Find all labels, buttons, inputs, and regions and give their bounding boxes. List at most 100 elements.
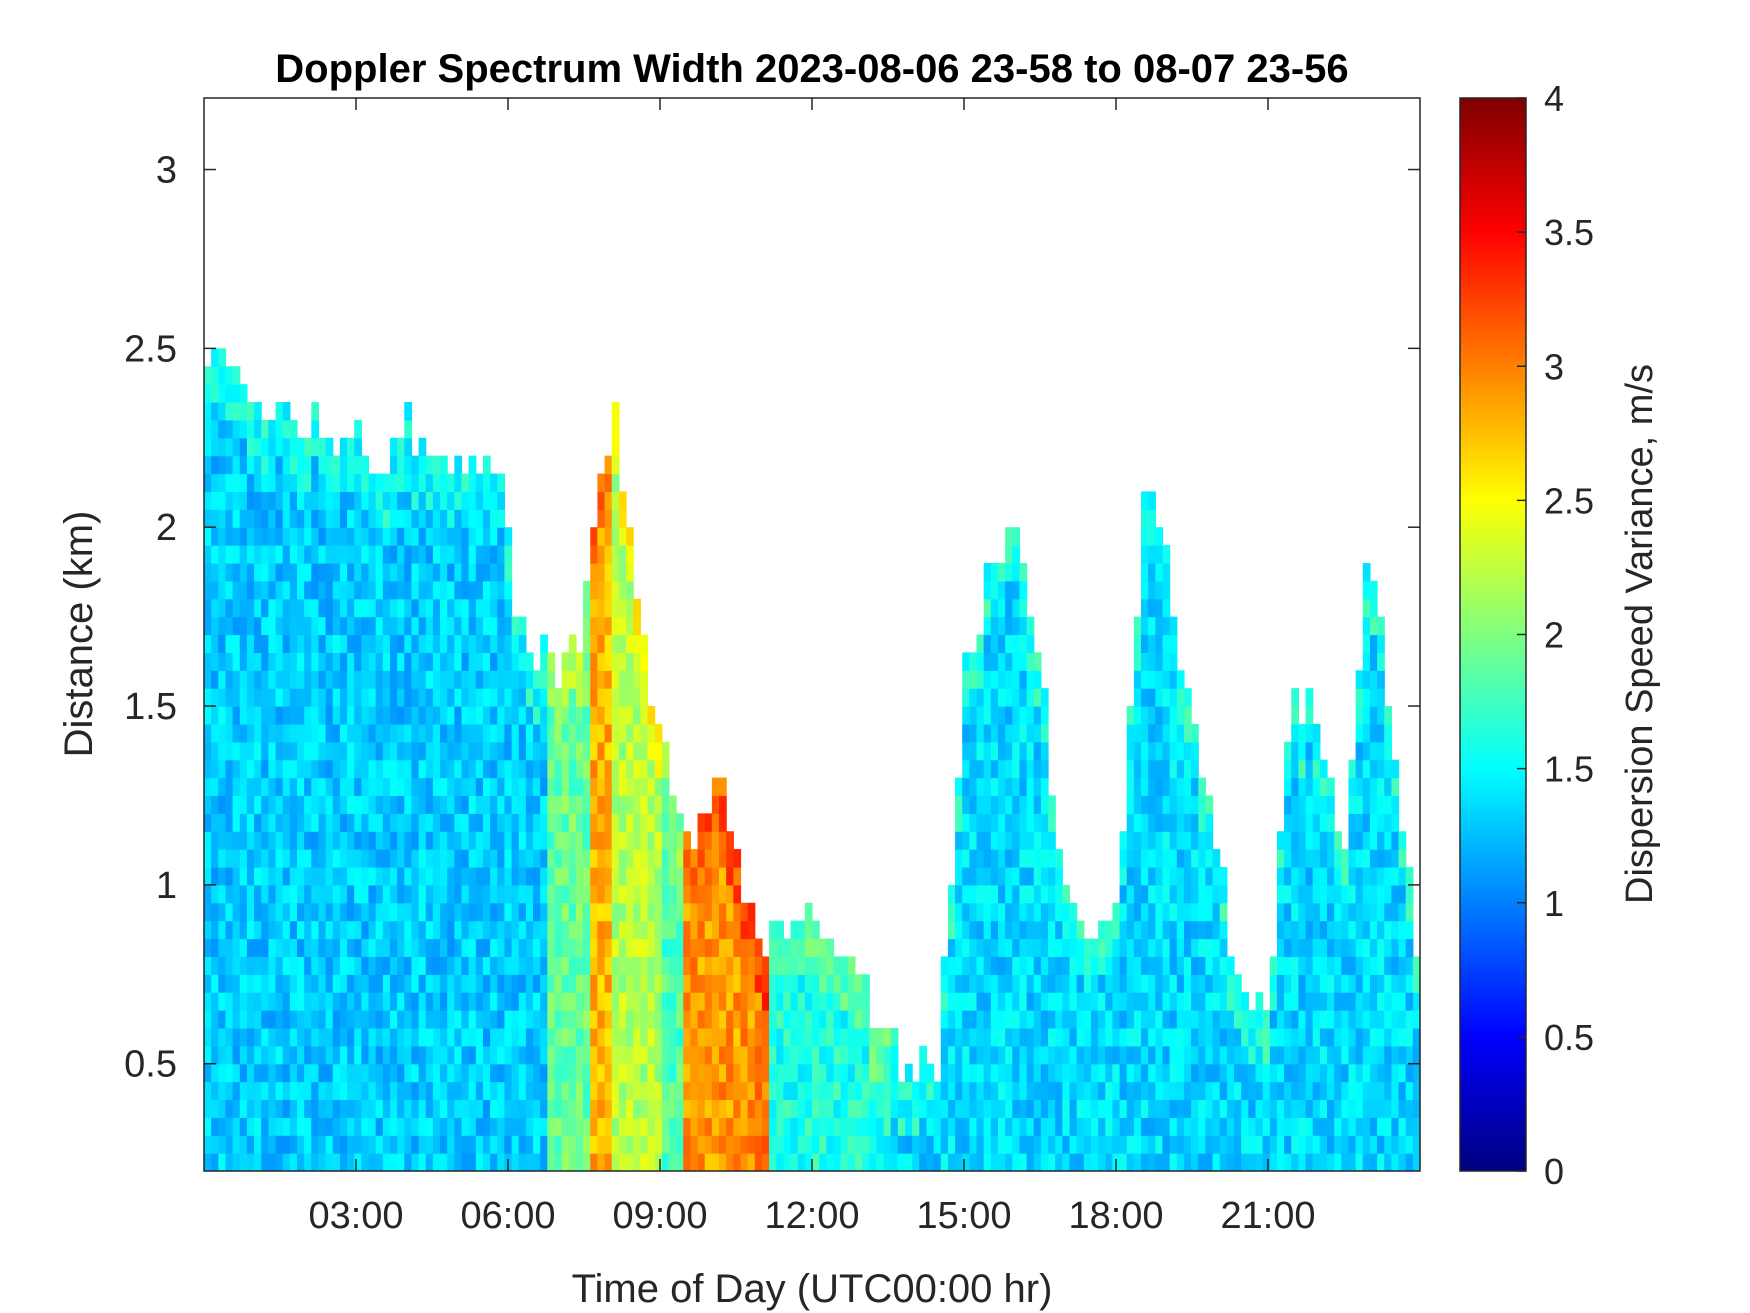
heatmap-cell xyxy=(647,831,656,850)
heatmap-cell xyxy=(296,1081,305,1101)
heatmap-cell xyxy=(1327,920,1335,940)
heatmap-cell xyxy=(1141,706,1149,725)
heatmap-cell xyxy=(990,670,999,689)
heatmap-cell xyxy=(232,455,241,475)
heatmap-cell xyxy=(347,509,355,528)
heatmap-cell xyxy=(389,920,398,940)
heatmap-cell xyxy=(597,1153,606,1171)
heatmap-cell xyxy=(1398,1099,1407,1118)
heatmap-cell xyxy=(997,562,1006,582)
heatmap-cell xyxy=(1119,974,1128,993)
heatmap-cell xyxy=(897,1135,906,1154)
heatmap-cell xyxy=(1019,938,1028,957)
heatmap-cell xyxy=(475,866,484,886)
heatmap-cell xyxy=(382,741,391,761)
heatmap-cell xyxy=(940,1153,949,1171)
heatmap-cell xyxy=(1148,652,1156,671)
heatmap-cell xyxy=(1098,938,1106,957)
heatmap-cell xyxy=(475,634,484,653)
heatmap-cell xyxy=(1026,1153,1035,1171)
heatmap-cell xyxy=(447,777,455,797)
heatmap-cell xyxy=(518,634,527,653)
heatmap-cell xyxy=(232,902,241,922)
heatmap-cell xyxy=(347,1081,355,1101)
heatmap-cell xyxy=(1148,777,1156,797)
heatmap-cell xyxy=(425,956,434,975)
heatmap-cell xyxy=(568,688,577,707)
heatmap-cell xyxy=(211,437,219,457)
heatmap-cell xyxy=(447,1027,455,1047)
heatmap-cell xyxy=(468,1010,477,1029)
heatmap-cell xyxy=(1012,902,1021,922)
heatmap-cell xyxy=(976,1135,985,1154)
heatmap-cell xyxy=(1226,1027,1235,1047)
heatmap-cell xyxy=(311,491,320,510)
heatmap-cell xyxy=(1369,652,1378,671)
heatmap-cell xyxy=(447,1045,455,1065)
heatmap-cell xyxy=(339,866,348,886)
heatmap-cell xyxy=(261,777,269,797)
heatmap-cell xyxy=(1305,813,1314,832)
heatmap-cell xyxy=(232,402,241,421)
heatmap-cell xyxy=(261,723,269,743)
heatmap-cell xyxy=(583,938,591,957)
heatmap-cell xyxy=(1069,1135,1078,1154)
heatmap-cell xyxy=(1398,1081,1407,1101)
heatmap-cell xyxy=(1327,1117,1335,1136)
heatmap-cell xyxy=(1269,1135,1278,1154)
heatmap-cell xyxy=(289,974,298,993)
heatmap-cell xyxy=(1183,688,1192,707)
heatmap-cell xyxy=(511,759,520,779)
heatmap-cell xyxy=(1119,884,1128,904)
heatmap-cell xyxy=(275,1045,284,1065)
heatmap-cell xyxy=(440,795,448,814)
heatmap-cell xyxy=(525,831,534,850)
heatmap-cell xyxy=(440,1081,448,1101)
heatmap-cell xyxy=(1291,884,1299,904)
heatmap-cell xyxy=(719,1010,727,1029)
heatmap-cell xyxy=(218,366,227,385)
heatmap-cell xyxy=(275,1010,284,1029)
heatmap-cell xyxy=(511,634,520,653)
heatmap-cell xyxy=(833,992,842,1011)
heatmap-cell xyxy=(690,974,699,993)
heatmap-cell xyxy=(597,527,606,546)
heatmap-cell xyxy=(339,1045,348,1065)
heatmap-cell xyxy=(647,902,656,922)
heatmap-cell xyxy=(819,1027,827,1047)
heatmap-cell xyxy=(382,920,391,940)
heatmap-cell xyxy=(640,706,649,725)
heatmap-cell xyxy=(339,831,348,850)
heatmap-cell xyxy=(232,598,241,618)
heatmap-cell xyxy=(955,1045,963,1065)
heatmap-cell xyxy=(1362,759,1371,779)
heatmap-cell xyxy=(740,1045,749,1065)
heatmap-cell xyxy=(618,1099,627,1118)
heatmap-cell xyxy=(1205,992,1214,1011)
heatmap-cell xyxy=(719,1027,727,1047)
heatmap-cell xyxy=(547,670,556,689)
heatmap-cell xyxy=(339,1063,348,1083)
heatmap-cell xyxy=(432,688,441,707)
heatmap-cell xyxy=(633,902,641,922)
heatmap-cell xyxy=(769,1081,777,1101)
heatmap-cell xyxy=(347,831,355,850)
heatmap-cell xyxy=(1141,723,1149,743)
heatmap-cell xyxy=(482,598,491,618)
heatmap-cell xyxy=(590,974,599,993)
heatmap-cell xyxy=(1191,902,1199,922)
heatmap-cell xyxy=(261,795,269,814)
heatmap-cell xyxy=(432,1081,441,1101)
heatmap-cell xyxy=(1319,1027,1328,1047)
heatmap-cell xyxy=(311,688,320,707)
heatmap-cell xyxy=(254,509,262,528)
heatmap-cell xyxy=(983,831,992,850)
heatmap-cell xyxy=(1026,992,1035,1011)
heatmap-cell xyxy=(504,759,513,779)
heatmap-cell xyxy=(475,562,484,582)
heatmap-cell xyxy=(361,527,370,546)
heatmap-cell xyxy=(776,1153,784,1171)
heatmap-cell xyxy=(1083,1027,1092,1047)
heatmap-cell xyxy=(497,1099,506,1118)
heatmap-cell xyxy=(847,1027,856,1047)
